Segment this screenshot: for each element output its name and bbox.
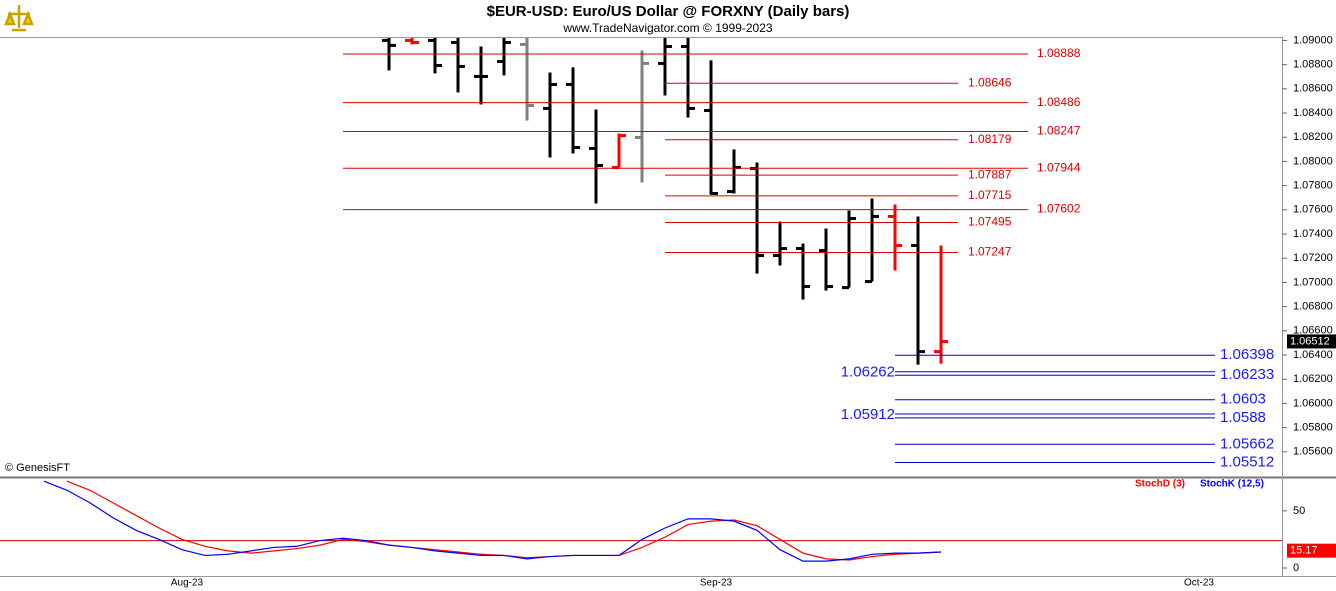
level-label: 1.08247 [1037, 124, 1081, 138]
y-tick-label: 0 [1293, 562, 1299, 574]
y-tick-label: 50 [1293, 505, 1305, 517]
y-tick-label: 1.07200 [1293, 252, 1333, 264]
level-label: 1.08888 [1037, 46, 1081, 60]
level-label: 1.06398 [1220, 346, 1274, 363]
y-tick-label: 1.06400 [1293, 349, 1333, 361]
price-panel [382, 38, 948, 365]
legend-label: StochK (12,5) [1200, 479, 1264, 490]
y-tick-label: 1.07800 [1293, 180, 1333, 192]
level-label: 1.07602 [1037, 202, 1081, 216]
y-tick-label: 1.07600 [1293, 204, 1333, 216]
level-label: 1.05662 [1220, 435, 1274, 452]
copyright: © GenesisFT [5, 462, 70, 474]
level-label: 1.08646 [968, 75, 1012, 89]
axes: 1.09000 1.08800 1.08600 1.08400 1.08200 1.080… [171, 34, 1336, 589]
x-tick-label: Sep-23 [700, 578, 733, 589]
x-tick-label: Aug-23 [171, 578, 204, 589]
y-tick-label: 1.08600 [1293, 83, 1333, 95]
level-label: 1.07944 [1037, 160, 1081, 174]
y-tick-label: 1.07400 [1293, 228, 1333, 240]
y-tick-label: 1.07000 [1293, 276, 1333, 288]
level-label: 1.07247 [968, 245, 1012, 259]
level-label: 1.07887 [968, 167, 1012, 181]
y-tick-label: 1.08000 [1293, 155, 1333, 167]
y-tick-label: 1.08400 [1293, 107, 1333, 119]
logo [4, 3, 34, 33]
chart-subtitle: www.TradeNavigator.com © 1999-2023 [562, 21, 772, 35]
y-tick-label: 1.06600 [1293, 325, 1333, 337]
level-label: 1.07495 [968, 215, 1012, 229]
y-tick-label: 1.09000 [1293, 34, 1333, 46]
current-value-box [1287, 543, 1336, 558]
x-tick-label: Oct-23 [1184, 578, 1214, 589]
level-label: 1.08179 [968, 132, 1012, 146]
chart-title: $EUR-USD: Euro/US Dollar @ FORXNY (Daily… [487, 3, 850, 20]
level-label: 1.07715 [968, 188, 1012, 202]
current-price-label: 1.06512 [1290, 335, 1330, 347]
y-tick-label: 1.06000 [1293, 397, 1333, 409]
y-tick-label: 1.05600 [1293, 446, 1333, 458]
y-tick-label: 1.05800 [1293, 422, 1333, 434]
level-label: 1.06262 [841, 364, 895, 381]
y-tick-label: 1.06200 [1293, 373, 1333, 385]
y-tick-label: 1.08800 [1293, 59, 1333, 71]
level-label: 1.0603 [1220, 391, 1266, 408]
y-tick-label: 1.06800 [1293, 301, 1333, 313]
level-label: 1.05912 [841, 406, 895, 423]
current-value-label: 15.17 [1290, 545, 1318, 557]
current-price-box [1287, 334, 1336, 349]
level-label: 1.0588 [1220, 409, 1266, 426]
legend-label: StochD (3) [1135, 479, 1185, 490]
y-tick-label: 1.08200 [1293, 131, 1333, 143]
level-label: 1.06233 [1220, 366, 1274, 383]
level-label: 1.05512 [1220, 453, 1274, 470]
level-label: 1.08486 [1037, 95, 1081, 109]
stoch-line [43, 480, 942, 562]
stoch-panel [0, 480, 1282, 562]
